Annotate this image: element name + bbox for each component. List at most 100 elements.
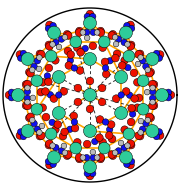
Circle shape	[24, 80, 31, 88]
Circle shape	[153, 133, 160, 140]
Circle shape	[52, 106, 65, 119]
Circle shape	[112, 150, 118, 156]
Circle shape	[20, 133, 27, 140]
Circle shape	[86, 10, 94, 18]
Circle shape	[53, 39, 59, 46]
Circle shape	[156, 55, 163, 61]
Circle shape	[76, 67, 84, 74]
Circle shape	[61, 128, 68, 136]
Circle shape	[70, 142, 82, 154]
Circle shape	[86, 172, 94, 180]
Circle shape	[156, 88, 168, 101]
Circle shape	[108, 32, 116, 39]
Circle shape	[21, 125, 34, 138]
Circle shape	[89, 170, 96, 177]
Circle shape	[70, 112, 78, 120]
Circle shape	[31, 120, 37, 127]
Circle shape	[125, 143, 130, 148]
Circle shape	[127, 21, 134, 29]
Circle shape	[124, 22, 130, 29]
Circle shape	[45, 64, 53, 72]
Circle shape	[146, 113, 153, 121]
Circle shape	[97, 27, 104, 35]
Circle shape	[121, 126, 129, 133]
Circle shape	[99, 139, 107, 146]
Circle shape	[145, 67, 150, 73]
Circle shape	[150, 85, 155, 91]
Circle shape	[8, 94, 15, 101]
Circle shape	[125, 64, 131, 71]
Circle shape	[127, 140, 134, 147]
Circle shape	[27, 113, 34, 121]
Circle shape	[63, 30, 71, 38]
Circle shape	[115, 106, 128, 119]
Circle shape	[17, 55, 24, 61]
Circle shape	[84, 35, 90, 41]
Circle shape	[124, 161, 130, 167]
Circle shape	[136, 132, 144, 140]
Circle shape	[134, 104, 141, 112]
Circle shape	[22, 81, 30, 88]
Circle shape	[84, 29, 90, 36]
Circle shape	[84, 154, 90, 161]
Circle shape	[20, 50, 27, 57]
Circle shape	[120, 26, 132, 39]
Circle shape	[80, 155, 86, 160]
Circle shape	[50, 95, 58, 102]
Circle shape	[108, 151, 116, 158]
Circle shape	[45, 141, 53, 149]
Circle shape	[54, 121, 62, 128]
Circle shape	[71, 119, 78, 125]
Circle shape	[121, 57, 129, 64]
Circle shape	[150, 102, 158, 109]
Circle shape	[24, 95, 31, 101]
Circle shape	[64, 32, 72, 39]
Circle shape	[143, 120, 149, 127]
Circle shape	[89, 42, 97, 50]
Circle shape	[97, 155, 104, 163]
Circle shape	[129, 111, 136, 117]
Circle shape	[109, 152, 117, 160]
Circle shape	[26, 68, 33, 76]
Circle shape	[115, 148, 122, 154]
Circle shape	[67, 51, 75, 58]
Circle shape	[98, 98, 106, 106]
Circle shape	[113, 50, 121, 58]
Circle shape	[59, 132, 67, 140]
Circle shape	[127, 161, 134, 169]
Circle shape	[39, 104, 46, 112]
Circle shape	[137, 103, 149, 115]
Circle shape	[99, 44, 107, 51]
Circle shape	[45, 128, 57, 140]
Circle shape	[122, 88, 130, 95]
Circle shape	[96, 116, 104, 123]
Circle shape	[25, 99, 30, 105]
Circle shape	[135, 94, 143, 102]
Circle shape	[37, 88, 45, 96]
Circle shape	[61, 143, 67, 149]
Circle shape	[63, 152, 71, 160]
Circle shape	[27, 69, 34, 77]
Circle shape	[84, 16, 96, 29]
Circle shape	[149, 88, 156, 95]
Circle shape	[108, 135, 116, 143]
Circle shape	[46, 21, 53, 29]
Circle shape	[112, 95, 120, 102]
Circle shape	[71, 124, 79, 132]
Circle shape	[90, 154, 96, 161]
Circle shape	[45, 25, 52, 32]
Circle shape	[48, 151, 60, 164]
Circle shape	[75, 154, 83, 161]
Circle shape	[8, 89, 15, 95]
Circle shape	[51, 126, 59, 133]
Circle shape	[38, 132, 45, 139]
Circle shape	[115, 70, 128, 84]
Circle shape	[107, 121, 115, 128]
Circle shape	[92, 138, 98, 145]
Circle shape	[31, 103, 43, 115]
Circle shape	[62, 150, 68, 156]
Circle shape	[45, 78, 52, 86]
Circle shape	[45, 41, 53, 49]
Circle shape	[42, 113, 50, 121]
Circle shape	[156, 51, 164, 58]
